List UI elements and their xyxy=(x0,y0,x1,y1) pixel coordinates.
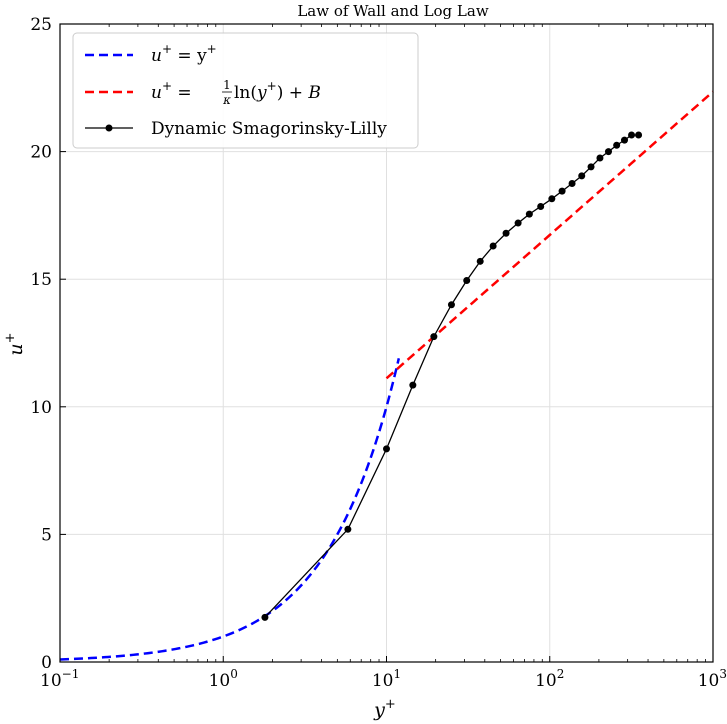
dsl-data-point xyxy=(383,445,390,453)
legend-label-dsl: Dynamic Smagorinsky-Lilly xyxy=(151,119,387,139)
dsl-data-point xyxy=(604,148,612,156)
dsl-data-point xyxy=(344,525,352,533)
chart-title: Law of Wall and Log Law xyxy=(297,2,489,20)
svg-text:u+: u+ xyxy=(3,332,27,355)
y-tick-label: 5 xyxy=(41,525,52,545)
legend: u+ = y+ u+ = 1 κ ln(y+) + B Dynamic Smag… xyxy=(72,32,419,149)
x-tick-label: 101 xyxy=(372,667,401,691)
x-axis-label-base: y xyxy=(373,699,385,721)
y-tick-label: 25 xyxy=(30,15,52,35)
x-tick-label: 102 xyxy=(535,667,564,691)
dsl-data-point xyxy=(568,180,576,187)
dsl-data-point xyxy=(558,187,566,195)
y-tick-label: 10 xyxy=(30,398,52,418)
svg-text:y+: y+ xyxy=(373,697,396,721)
x-axis-label-sup: + xyxy=(385,697,396,712)
y-tick-label: 0 xyxy=(41,653,52,673)
dsl-data-point xyxy=(620,136,628,144)
dsl-data-point xyxy=(489,242,497,250)
dsl-data-point xyxy=(447,301,455,309)
legend-box xyxy=(72,32,419,149)
dsl-data-point xyxy=(476,257,484,265)
x-tick-label: 103 xyxy=(698,667,727,691)
x-tick-label: 100 xyxy=(209,667,238,691)
legend-label-viscous-sublayer: u+ = y+ xyxy=(151,42,217,66)
svg-text:ln(y+) + B: ln(y+) + B xyxy=(234,79,321,103)
dsl-data-point xyxy=(635,131,643,139)
svg-text:1: 1 xyxy=(223,78,231,92)
dsl-data-point xyxy=(463,276,471,284)
tick-labels: 10−1 100 101 102 103 0 5 10 15 20 25 xyxy=(30,15,727,691)
legend-swatch-dsl-marker xyxy=(105,124,113,132)
series-viscous-sublayer-line xyxy=(59,358,401,661)
y-axis-label-sup: + xyxy=(3,332,18,343)
dsl-data-point xyxy=(613,141,621,149)
dsl-data-point xyxy=(587,163,595,171)
ticks xyxy=(59,23,714,663)
x-tick-label: 10−1 xyxy=(40,667,79,691)
series-layer xyxy=(59,90,714,661)
dsl-data-point xyxy=(514,219,522,227)
y-tick-label: 15 xyxy=(30,270,52,290)
x-axis-label: y+ xyxy=(373,697,396,721)
y-axis-label-base: u xyxy=(5,343,27,355)
y-axis-label: u+ xyxy=(3,332,27,355)
dsl-data-point xyxy=(525,210,533,218)
dsl-data-point xyxy=(537,202,545,210)
legend-label-log-law: u+ = 1 κ ln(y+) + B xyxy=(151,78,321,107)
y-tick-label: 20 xyxy=(30,143,52,163)
dsl-data-point xyxy=(409,381,417,389)
dsl-data-point xyxy=(430,333,438,341)
dsl-data-point xyxy=(596,154,604,162)
svg-text:u+ =: u+ = xyxy=(151,79,192,103)
dsl-data-point xyxy=(628,131,636,139)
dsl-data-point xyxy=(502,229,510,237)
dsl-data-point xyxy=(578,172,586,180)
dsl-data-point xyxy=(261,613,269,621)
dsl-data-point xyxy=(548,195,556,203)
series-log-law-line xyxy=(385,90,714,380)
svg-text:κ: κ xyxy=(222,93,231,107)
